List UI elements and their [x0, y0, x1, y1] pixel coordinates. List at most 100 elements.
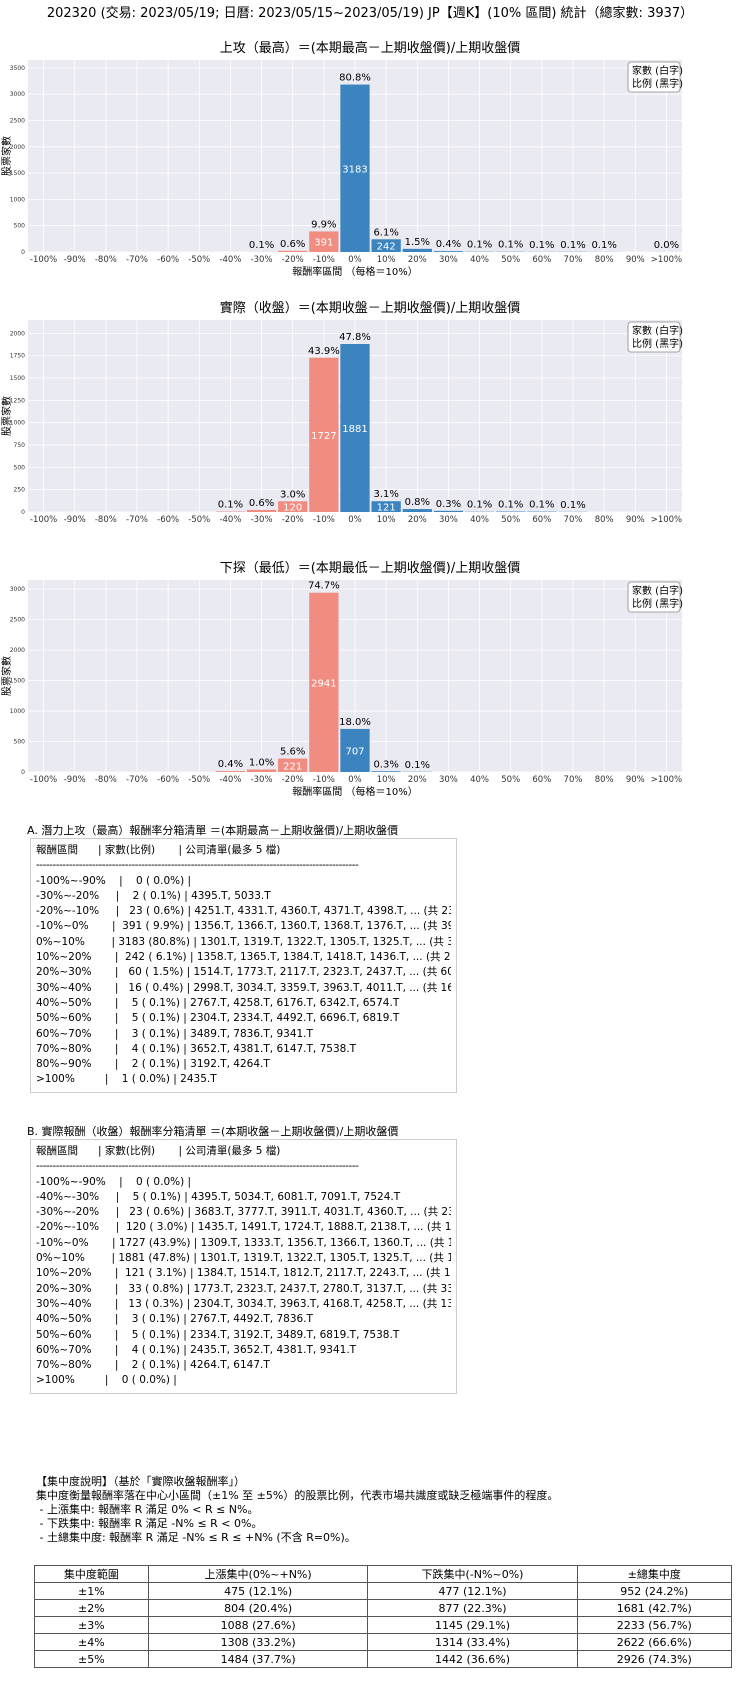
chart-close: 實際（收盤）＝(本期收盤－上期收盤價)/上期收盤價 0 250 500 750 1000 1…	[0, 300, 683, 525]
x-tick-label: 20%	[408, 515, 427, 525]
legend-entry: 家數 (白字)	[632, 324, 683, 337]
x-tick-label: 70%	[564, 255, 583, 265]
list-a-row: 60%~70% | 3 ( 0.1%) | 3489.T, 7836.T, 93…	[36, 1027, 313, 1040]
count-label: 242	[377, 242, 396, 253]
table-cell: 1088 (27.6%)	[147, 1616, 369, 1634]
list-b-row: 70%~80% | 2 ( 0.1%) | 4264.T, 6147.T	[36, 1359, 270, 1372]
list-b-row: 50%~60% | 5 ( 0.1%) | 2334.T, 3192.T, 34…	[36, 1328, 400, 1341]
list-a-header: 報酬區間 | 家數(比例) | 公司清單(最多 5 檔)	[36, 844, 281, 856]
table-cell: ±1%	[34, 1582, 149, 1600]
x-tick-label: -70%	[126, 775, 148, 785]
x-tick-label: -100%	[30, 515, 57, 525]
table-cell: 1681 (42.7%)	[576, 1599, 733, 1617]
x-tick-label: 70%	[564, 515, 583, 525]
pct-label: 0.1%	[529, 240, 554, 251]
pct-label: 0.1%	[560, 240, 585, 251]
bar	[278, 758, 308, 772]
x-tick-label: 0%	[348, 255, 362, 265]
y-tick-label: 500	[14, 223, 26, 230]
pct-label: 74.7%	[308, 581, 340, 592]
table-cell: 1145 (29.1%)	[367, 1616, 578, 1634]
table-header: 上漲集中(0%~+N%)	[147, 1565, 369, 1583]
legend-box	[627, 581, 681, 613]
x-tick-label: 20%	[408, 255, 427, 265]
pct-label: 0.6%	[280, 239, 305, 250]
list-a-row: -10%~0% | 391 ( 9.9%) | 1356.T, 1366.T, …	[36, 920, 451, 933]
table-row: ±4% 1308 (33.2%) 1314 (33.4%) 2622 (66.6%)	[34, 1633, 733, 1651]
pct-label: 0.1%	[467, 240, 492, 251]
table-cell: 952 (24.2%)	[576, 1582, 733, 1600]
pct-label: 0.1%	[560, 500, 585, 511]
count-label: 221	[283, 761, 302, 772]
list-a-box: 報酬區間 | 家數(比例) | 公司清單(最多 5 檔) -----------…	[30, 838, 457, 1093]
bar	[433, 251, 464, 252]
list-b-row: 40%~50% | 3 ( 0.1%) | 2767.T, 4492.T, 78…	[36, 1313, 313, 1326]
x-tick-label: 10%	[377, 775, 396, 785]
count-label: 3183	[342, 164, 367, 175]
concentration-line: - 下跌集中: 報酬率 R 滿足 -N% ≤ R < 0%。	[36, 1517, 263, 1530]
pct-label: 0.0%	[654, 240, 679, 251]
y-tick-label: 1750	[10, 353, 25, 360]
bar	[340, 344, 370, 512]
x-tick-label: 10%	[377, 255, 396, 265]
pct-label: 0.3%	[373, 759, 398, 770]
list-b-row: -20%~-10% | 120 ( 3.0%) | 1435.T, 1491.T…	[36, 1221, 451, 1234]
y-tick-label: 1000	[10, 708, 25, 715]
table-row: ±3% 1088 (27.6%) 1145 (29.1%) 2233 (56.7%)	[34, 1616, 733, 1634]
y-axis-label: 股票家數	[0, 136, 13, 176]
concentration-line: 集中度衡量報酬率落在中心小區間（±1% 至 ±5%）的股票比例，代表市場共識度或…	[36, 1489, 559, 1502]
list-a-row: 50%~60% | 5 ( 0.1%) | 2304.T, 2334.T, 44…	[36, 1012, 400, 1025]
x-tick-label: -30%	[251, 515, 273, 525]
x-tick-label: 40%	[470, 775, 489, 785]
pct-label: 0.1%	[405, 760, 430, 771]
x-axis-label: 報酬率區間 （每格＝10%）	[292, 265, 417, 278]
pct-label: 0.1%	[529, 500, 554, 511]
x-tick-label: -20%	[282, 775, 304, 785]
x-tick-label: -50%	[188, 515, 210, 525]
x-tick-label: -100%	[30, 775, 57, 785]
legend-box	[627, 321, 681, 353]
table-cell: ±5%	[34, 1650, 149, 1668]
table-cell: 1314 (33.4%)	[367, 1633, 578, 1651]
y-tick-label: 2500	[10, 617, 25, 624]
y-axis-label: 股票家數	[0, 656, 13, 696]
list-b-row: 60%~70% | 4 ( 0.1%) | 2435.T, 3652.T, 43…	[36, 1343, 357, 1356]
y-tick-label: 1500	[10, 375, 25, 382]
count-label: 391	[314, 238, 333, 249]
y-tick-label: 2000	[10, 144, 25, 151]
x-tick-label: -90%	[64, 775, 86, 785]
list-b-row: -40%~-30% | 5 ( 0.1%) | 4395.T, 5034.T, …	[36, 1190, 401, 1203]
table-cell: 877 (22.3%)	[367, 1599, 578, 1617]
list-b-title: B. 實際報酬（收盤）報酬率分箱清單 ＝(本期收盤－上期收盤價)/上期收盤價	[27, 1125, 399, 1138]
pct-label: 0.1%	[591, 240, 616, 251]
x-tick-label: 20%	[408, 775, 427, 785]
list-b-row: 20%~30% | 33 ( 0.8%) | 1773.T, 2323.T, 2…	[36, 1282, 451, 1295]
pct-label: 0.1%	[249, 240, 274, 251]
list-a-row: 70%~80% | 4 ( 0.1%) | 3652.T, 4381.T, 61…	[36, 1042, 357, 1055]
x-tick-label: -30%	[251, 775, 273, 785]
y-tick-label: 250	[14, 487, 26, 494]
pct-label: 43.9%	[308, 346, 340, 357]
y-tick-label: 750	[14, 442, 26, 449]
pct-label: 0.4%	[436, 239, 461, 250]
list-a-separator: ----------------------------------------…	[36, 859, 359, 872]
count-label: 120	[283, 503, 302, 514]
table-cell: ±4%	[34, 1633, 149, 1651]
table-cell: 804 (20.4%)	[147, 1599, 369, 1617]
table-cell: 1308 (33.2%)	[147, 1633, 369, 1651]
list-b-row: >100% | 0 ( 0.0%) |	[36, 1374, 177, 1387]
pct-label: 1.0%	[249, 758, 274, 769]
y-tick-label: 1250	[10, 397, 25, 404]
list-b-row: -100%~-90% | 0 ( 0.0%) |	[36, 1175, 192, 1188]
list-b-box: 報酬區間 | 家數(比例) | 公司清單(最多 5 檔) -----------…	[30, 1139, 457, 1394]
x-tick-label: 50%	[501, 255, 520, 265]
pct-label: 3.1%	[373, 489, 398, 500]
x-tick-label: 30%	[439, 775, 458, 785]
list-b-row: 0%~10% | 1881 (47.8%) | 1301.T, 1319.T, …	[36, 1252, 451, 1265]
y-tick-label: 3500	[10, 65, 25, 72]
y-axis-label: 股票家數	[0, 396, 13, 436]
bar	[309, 357, 339, 512]
count-label: 1881	[342, 424, 367, 435]
bar	[340, 84, 370, 252]
list-a-row: 0%~10% | 3183 (80.8%) | 1301.T, 1319.T, …	[36, 935, 451, 948]
